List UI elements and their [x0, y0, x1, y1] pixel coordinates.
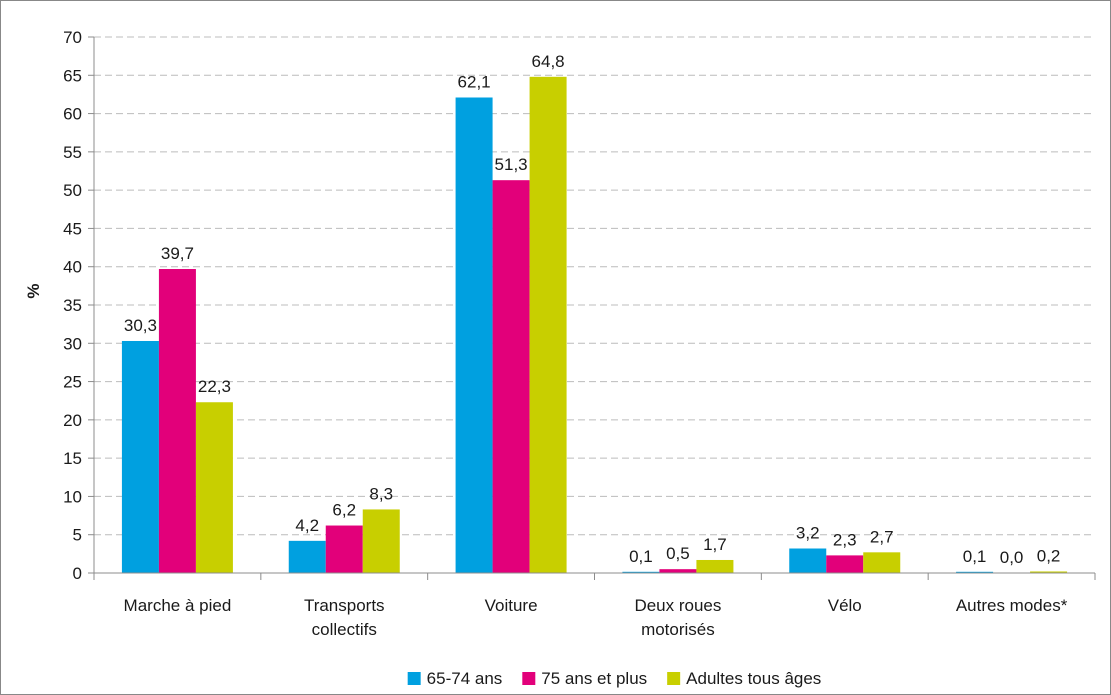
- bar: [288, 540, 326, 573]
- category-label: Autres modes*: [956, 596, 1068, 615]
- data-label: 3,2: [796, 523, 820, 542]
- y-tick-label: 0: [73, 564, 82, 583]
- data-label: 0,1: [963, 547, 987, 566]
- legend-label: 75 ans et plus: [541, 669, 647, 688]
- bars: [121, 76, 1068, 574]
- category-label-line: Marche à pied: [124, 596, 232, 615]
- data-label: 6,2: [332, 501, 356, 520]
- y-tick-label: 55: [63, 143, 82, 162]
- y-axis-ticks: 0 5 10 15 20 25 30 35 40 45 50 55 60 65 70: [63, 28, 94, 583]
- data-label: 0,1: [629, 547, 653, 566]
- legend-swatch: [667, 672, 681, 685]
- category-label-line: Autres modes*: [956, 596, 1068, 615]
- data-label: 0,2: [1037, 546, 1061, 565]
- data-label: 4,2: [295, 516, 319, 535]
- y-tick-label: 5: [73, 526, 82, 545]
- y-tick-label: 15: [63, 449, 82, 468]
- category-label: Marche à pied: [124, 596, 232, 615]
- y-tick-label: 50: [63, 181, 82, 200]
- data-labels: 30,3 39,7 22,3 4,2 6,2 8,3 62,1 51,3 64,8 0,1 0,5 1…: [124, 52, 1061, 567]
- axes: [93, 37, 1096, 580]
- category-label-line: motorisés: [641, 620, 715, 639]
- y-tick-label: 60: [63, 105, 82, 124]
- bar: [195, 402, 233, 573]
- category-label-line: Deux roues: [634, 596, 721, 615]
- bar: [956, 571, 994, 573]
- bar: [789, 548, 827, 573]
- y-tick-label: 45: [63, 219, 82, 238]
- bar: [529, 76, 567, 574]
- bar: [659, 569, 697, 573]
- legend: 65-74 ans 75 ans et plus Adultes tous âges: [407, 669, 821, 688]
- bar: [826, 555, 864, 573]
- category-label: Voiture: [485, 596, 538, 615]
- data-label: 2,3: [833, 530, 857, 549]
- category-label: Vélo: [828, 596, 862, 615]
- category-label-line: Voiture: [485, 596, 538, 615]
- data-label: 30,3: [124, 316, 157, 335]
- category-label-line: Vélo: [828, 596, 862, 615]
- bar: [492, 180, 530, 573]
- y-tick-label: 70: [63, 28, 82, 47]
- bar: [121, 340, 159, 573]
- category-label: Transports collectifs: [304, 596, 385, 639]
- bar: [158, 269, 196, 573]
- data-label: 39,7: [161, 244, 194, 263]
- legend-label: 65-74 ans: [427, 669, 503, 688]
- y-tick-label: 65: [63, 66, 82, 85]
- bar: [696, 559, 734, 573]
- data-label: 0,0: [1000, 548, 1024, 567]
- category-label: Deux roues motorisés: [634, 596, 721, 639]
- gridlines: [94, 36, 1095, 536]
- category-label-line: Transports: [304, 596, 385, 615]
- bar: [362, 509, 400, 573]
- data-label: 2,7: [870, 527, 894, 546]
- bar: [455, 97, 493, 574]
- y-tick-label: 10: [63, 487, 82, 506]
- category-label-line: collectifs: [312, 620, 377, 639]
- y-tick-label: 25: [63, 373, 82, 392]
- y-tick-label: 40: [63, 258, 82, 277]
- data-label: 62,1: [458, 72, 491, 91]
- y-axis-label: %: [24, 283, 43, 298]
- data-label: 8,3: [369, 484, 393, 503]
- data-label: 0,5: [666, 544, 690, 563]
- y-tick-label: 30: [63, 334, 82, 353]
- y-tick-label: 35: [63, 296, 82, 315]
- bar: [863, 552, 901, 573]
- data-label: 64,8: [532, 52, 565, 71]
- legend-label: Adultes tous âges: [686, 669, 821, 688]
- data-label: 1,7: [703, 535, 727, 554]
- legend-swatch: [522, 672, 536, 685]
- bar: [622, 571, 660, 573]
- data-label: 22,3: [198, 377, 231, 396]
- legend-swatch: [407, 672, 421, 685]
- bar: [325, 525, 363, 573]
- bar: [1030, 571, 1068, 573]
- category-labels: Marche à pied Transports collectifs Voiture…: [124, 596, 1068, 639]
- data-label: 51,3: [495, 155, 528, 174]
- y-tick-label: 20: [63, 411, 82, 430]
